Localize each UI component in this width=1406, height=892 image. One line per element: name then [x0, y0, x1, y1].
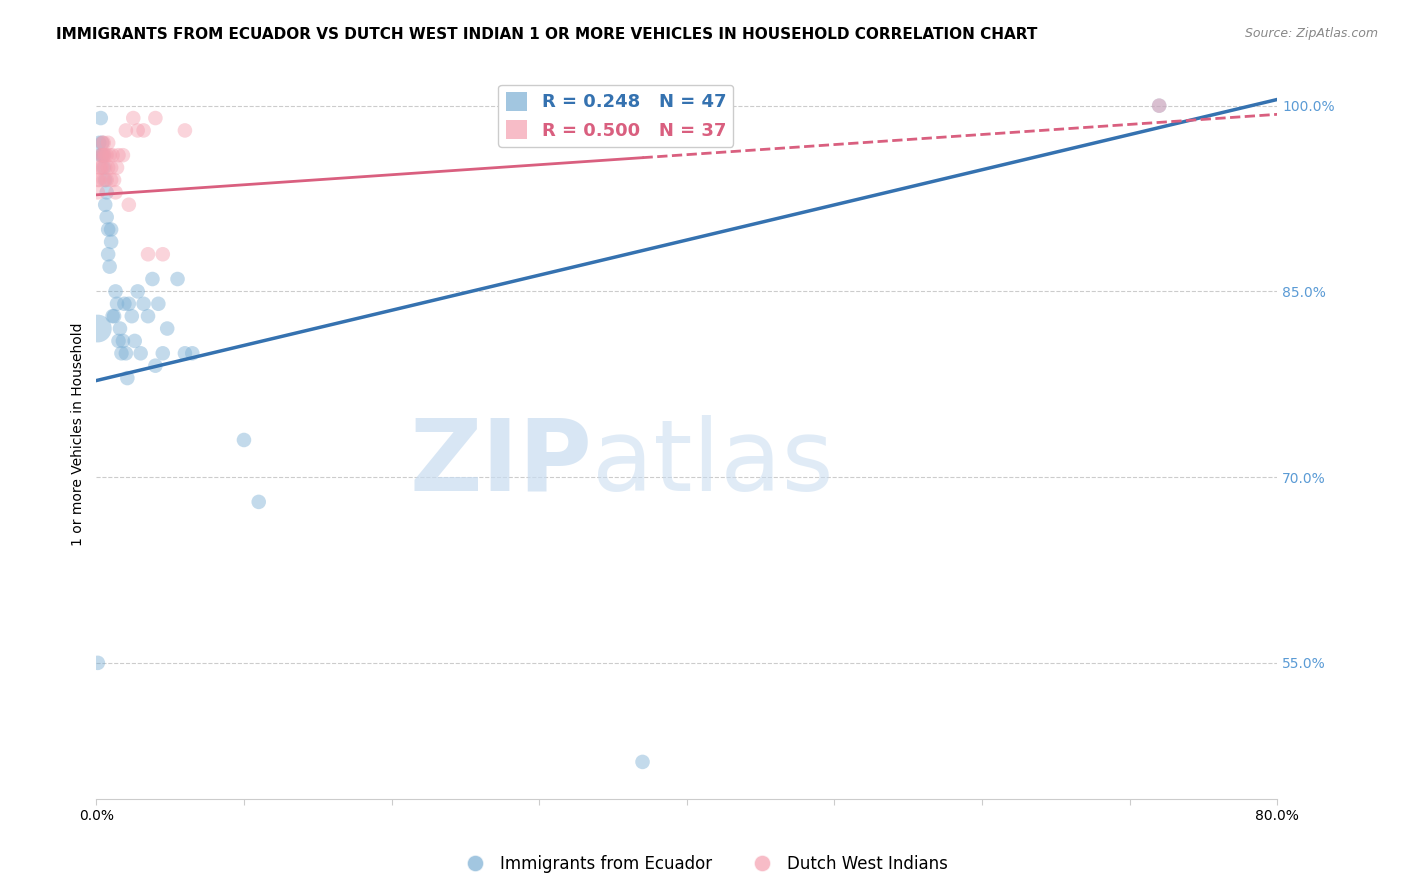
- Point: [124, 334, 146, 348]
- Point: [132, 123, 155, 137]
- Point: [96, 148, 118, 162]
- Point: [97, 161, 120, 175]
- Point: [100, 222, 122, 236]
- Point: [96, 210, 118, 224]
- Point: [111, 148, 134, 162]
- Point: [122, 111, 145, 125]
- Point: [115, 123, 138, 137]
- Point: [100, 235, 122, 249]
- Point: [98, 148, 121, 162]
- Point: [104, 186, 127, 200]
- Point: [89, 136, 111, 150]
- Point: [104, 285, 127, 299]
- Point: [631, 755, 654, 769]
- Point: [145, 111, 167, 125]
- Point: [1147, 98, 1170, 112]
- Point: [91, 136, 114, 150]
- Point: [247, 495, 270, 509]
- Point: [97, 247, 120, 261]
- Point: [152, 247, 174, 261]
- Point: [1147, 98, 1170, 112]
- Point: [93, 173, 115, 187]
- Point: [100, 161, 122, 175]
- Point: [94, 148, 117, 162]
- Point: [90, 161, 112, 175]
- Point: [115, 346, 138, 360]
- Point: [97, 222, 120, 236]
- Point: [174, 123, 197, 137]
- Point: [90, 148, 112, 162]
- Point: [136, 247, 159, 261]
- Point: [94, 198, 117, 212]
- Point: [90, 111, 112, 125]
- Point: [94, 173, 117, 187]
- Point: [127, 285, 149, 299]
- Point: [141, 272, 163, 286]
- Point: [107, 334, 129, 348]
- Point: [87, 173, 110, 187]
- Point: [145, 359, 167, 373]
- Point: [91, 148, 114, 162]
- Point: [107, 148, 129, 162]
- Point: [89, 173, 111, 187]
- Point: [118, 198, 141, 212]
- Point: [117, 371, 139, 385]
- Point: [87, 321, 110, 335]
- Point: [166, 272, 188, 286]
- Point: [103, 309, 125, 323]
- Legend: R = 0.248   N = 47, R = 0.500   N = 37: R = 0.248 N = 47, R = 0.500 N = 37: [499, 85, 734, 147]
- Point: [112, 297, 135, 311]
- Point: [111, 334, 134, 348]
- Point: [87, 186, 110, 200]
- Point: [93, 161, 115, 175]
- Point: [152, 346, 174, 360]
- Point: [89, 161, 111, 175]
- Point: [105, 161, 128, 175]
- Point: [121, 309, 143, 323]
- Point: [96, 173, 118, 187]
- Point: [108, 321, 131, 335]
- Point: [91, 148, 114, 162]
- Point: [93, 148, 115, 162]
- Point: [101, 148, 124, 162]
- Point: [101, 309, 124, 323]
- Point: [118, 297, 141, 311]
- Point: [174, 346, 197, 360]
- Text: ZIP: ZIP: [409, 415, 592, 511]
- Point: [100, 173, 122, 187]
- Point: [129, 346, 152, 360]
- Legend: Immigrants from Ecuador, Dutch West Indians: Immigrants from Ecuador, Dutch West Indi…: [451, 848, 955, 880]
- Point: [91, 136, 114, 150]
- Point: [233, 433, 256, 447]
- Point: [94, 161, 117, 175]
- Text: IMMIGRANTS FROM ECUADOR VS DUTCH WEST INDIAN 1 OR MORE VEHICLES IN HOUSEHOLD COR: IMMIGRANTS FROM ECUADOR VS DUTCH WEST IN…: [56, 27, 1038, 42]
- Text: Source: ZipAtlas.com: Source: ZipAtlas.com: [1244, 27, 1378, 40]
- Point: [90, 148, 112, 162]
- Point: [127, 123, 149, 137]
- Point: [156, 321, 179, 335]
- Point: [93, 148, 115, 162]
- Point: [87, 656, 110, 670]
- Point: [96, 186, 118, 200]
- Point: [105, 297, 128, 311]
- Point: [93, 136, 115, 150]
- Point: [132, 297, 155, 311]
- Point: [136, 309, 159, 323]
- Text: atlas: atlas: [592, 415, 834, 511]
- Point: [181, 346, 204, 360]
- Point: [98, 260, 121, 274]
- Point: [103, 173, 125, 187]
- Point: [91, 161, 114, 175]
- Y-axis label: 1 or more Vehicles in Household: 1 or more Vehicles in Household: [72, 322, 86, 546]
- Point: [148, 297, 170, 311]
- Point: [110, 346, 132, 360]
- Point: [97, 136, 120, 150]
